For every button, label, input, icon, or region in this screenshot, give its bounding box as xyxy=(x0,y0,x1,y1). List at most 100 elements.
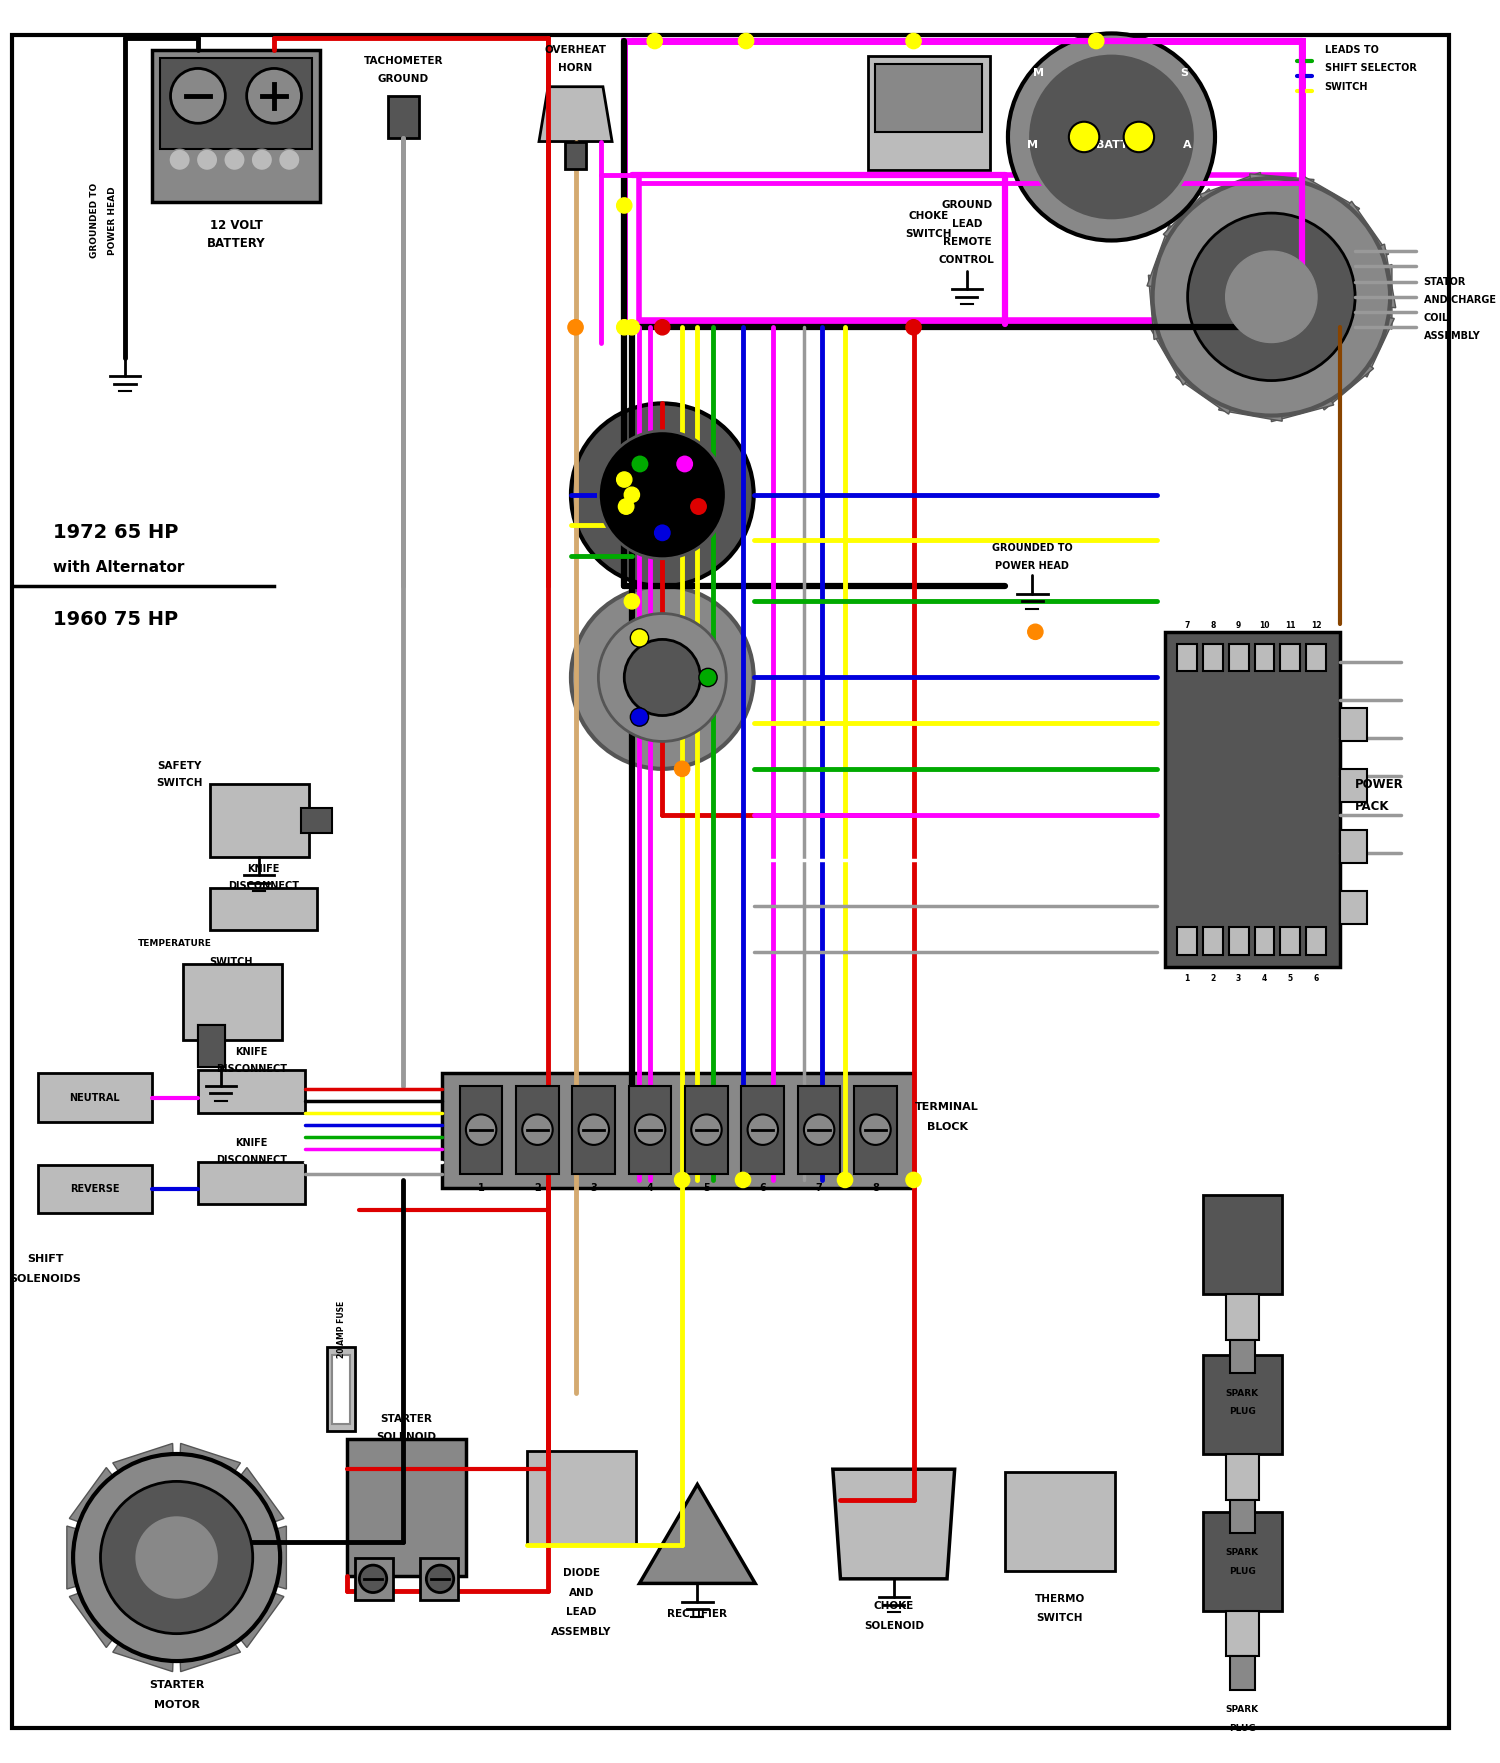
Bar xyxy=(441,1074,914,1188)
Circle shape xyxy=(568,319,584,335)
Bar xyxy=(868,56,990,171)
Circle shape xyxy=(747,1114,778,1144)
Bar xyxy=(741,1086,784,1174)
Text: 2: 2 xyxy=(534,1183,542,1192)
Circle shape xyxy=(522,1114,552,1144)
Bar xyxy=(153,49,320,203)
Circle shape xyxy=(1152,178,1390,416)
Text: SPARK: SPARK xyxy=(1226,1389,1258,1398)
Polygon shape xyxy=(1176,358,1239,414)
Text: AND CHARGE: AND CHARGE xyxy=(1424,294,1496,305)
Text: 1960 75 HP: 1960 75 HP xyxy=(54,610,178,629)
Circle shape xyxy=(616,497,636,515)
Text: GROUND: GROUND xyxy=(378,74,429,85)
Text: PACK: PACK xyxy=(1354,800,1389,813)
Text: PLUG: PLUG xyxy=(1228,1724,1256,1733)
Text: CHOKE: CHOKE xyxy=(909,212,950,220)
Text: M: M xyxy=(1028,139,1038,150)
Text: CONTROL: CONTROL xyxy=(939,256,994,264)
Circle shape xyxy=(634,1114,666,1144)
Text: SWITCH: SWITCH xyxy=(210,957,254,968)
Circle shape xyxy=(224,150,245,171)
Circle shape xyxy=(170,150,190,171)
Circle shape xyxy=(74,1454,280,1661)
Text: TERMINAL: TERMINAL xyxy=(915,1102,980,1112)
Text: BATTERY: BATTERY xyxy=(207,236,266,250)
Text: THERMO: THERMO xyxy=(1035,1594,1084,1604)
Bar xyxy=(198,1024,225,1067)
Bar xyxy=(38,1165,153,1213)
Circle shape xyxy=(675,455,694,472)
Bar xyxy=(639,175,1294,319)
Text: 6: 6 xyxy=(1314,975,1318,984)
Circle shape xyxy=(646,33,663,49)
Polygon shape xyxy=(1296,176,1359,231)
Polygon shape xyxy=(180,1633,240,1671)
Circle shape xyxy=(251,150,273,171)
Polygon shape xyxy=(232,1588,284,1647)
Bar xyxy=(302,809,332,832)
Bar xyxy=(1281,643,1300,672)
Text: KNIFE: KNIFE xyxy=(236,1139,267,1148)
Text: 2: 2 xyxy=(1210,975,1215,984)
Polygon shape xyxy=(1344,314,1395,377)
Circle shape xyxy=(598,614,726,742)
Polygon shape xyxy=(1272,379,1334,421)
Circle shape xyxy=(1124,122,1154,152)
Bar xyxy=(1306,643,1326,672)
Bar xyxy=(1166,631,1340,966)
Text: 8: 8 xyxy=(871,1183,879,1192)
Polygon shape xyxy=(1162,189,1224,250)
Text: SAFETY: SAFETY xyxy=(158,762,203,770)
Text: ASSEMBLY: ASSEMBLY xyxy=(552,1627,612,1638)
Bar xyxy=(628,1086,672,1174)
Bar xyxy=(1230,1657,1254,1691)
Bar xyxy=(1203,1195,1282,1294)
Circle shape xyxy=(1008,33,1215,240)
Circle shape xyxy=(624,640,701,716)
Circle shape xyxy=(1070,122,1100,152)
Polygon shape xyxy=(180,1444,240,1481)
Circle shape xyxy=(1226,250,1317,342)
Polygon shape xyxy=(1358,243,1395,309)
Text: LEAD: LEAD xyxy=(951,219,982,229)
Text: 9: 9 xyxy=(1236,621,1240,629)
Circle shape xyxy=(171,69,225,123)
Circle shape xyxy=(652,524,672,541)
Circle shape xyxy=(632,455,650,472)
Circle shape xyxy=(630,629,648,647)
Circle shape xyxy=(279,150,300,171)
Text: 7: 7 xyxy=(816,1183,822,1192)
Circle shape xyxy=(598,430,726,559)
Polygon shape xyxy=(112,1633,174,1671)
Text: ASSEMBLY: ASSEMBLY xyxy=(1424,331,1480,342)
Bar xyxy=(526,1451,636,1546)
Polygon shape xyxy=(1332,201,1389,264)
Bar xyxy=(420,1557,459,1601)
Text: SHIFT: SHIFT xyxy=(27,1253,64,1264)
Bar xyxy=(198,1070,304,1112)
Text: SPARK: SPARK xyxy=(1226,1705,1258,1714)
Bar xyxy=(327,1347,356,1432)
Text: STARTER: STARTER xyxy=(148,1680,204,1691)
Polygon shape xyxy=(1311,351,1374,411)
Circle shape xyxy=(906,1172,921,1188)
Polygon shape xyxy=(68,1527,88,1588)
Circle shape xyxy=(837,1172,852,1188)
Bar xyxy=(1228,643,1248,672)
Bar xyxy=(198,1162,304,1204)
Circle shape xyxy=(654,319,670,335)
Circle shape xyxy=(738,33,753,49)
Bar xyxy=(1340,890,1368,924)
Circle shape xyxy=(624,319,639,335)
Text: SOLENOID: SOLENOID xyxy=(864,1620,924,1631)
Circle shape xyxy=(572,404,753,585)
Text: TACHOMETER: TACHOMETER xyxy=(363,56,442,65)
Text: 20 AMP FUSE: 20 AMP FUSE xyxy=(336,1301,345,1358)
Circle shape xyxy=(692,1114,722,1144)
Circle shape xyxy=(675,1172,690,1188)
Text: HORN: HORN xyxy=(558,63,592,74)
Text: 3: 3 xyxy=(1236,975,1240,984)
Text: 11: 11 xyxy=(1286,621,1296,629)
Bar xyxy=(198,1024,225,1067)
